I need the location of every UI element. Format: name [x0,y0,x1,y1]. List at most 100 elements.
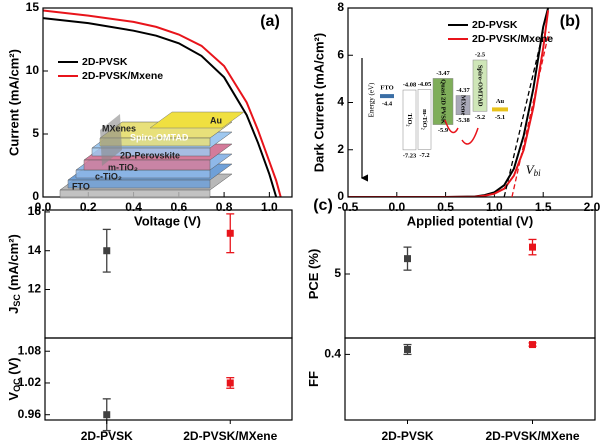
y-axis-label: Current (mA/cm²) [6,49,21,156]
x-tick-label: 2D-PVSK [81,429,133,443]
level-name: MXene [460,95,467,115]
plot-frame [347,7,593,198]
legend-label: 2D-PVSK [82,56,128,68]
device-layer-side [99,137,211,147]
panel-label: (b) [560,13,580,30]
marker [103,411,111,419]
y-label-rest: (V) [6,357,21,378]
series-line [348,10,550,197]
level-name: Spiro-OMTAD [477,65,484,107]
y-tick-label: 0.4 [324,347,341,361]
y-axis-label: Dark Current (mA/cm²) [311,33,326,172]
y-axis-label: FF [306,371,321,387]
inset-label: m-TiO₂ [108,162,138,172]
vbi-sub: bi [534,168,542,178]
marker [404,255,411,263]
level-top: -4.37 [456,87,470,94]
transfer-arrow [461,127,479,145]
energy-band [455,95,471,115]
x-tick-label: 0.0 [35,200,52,214]
legend-label: 2D-PVSK/Mxene [472,33,553,45]
level-name: FTO [380,85,393,92]
y-tick-label: 10 [26,63,40,77]
x-tick-label: 0.5 [437,200,454,214]
plot-frame [344,209,596,339]
inset-label: c-TiO₂ [95,171,122,181]
inset-label: 2D-Perovskite [120,150,180,160]
series-line [348,8,550,197]
tangent-line [511,31,550,198]
level-top: -5.1 [495,114,505,121]
inset-label: MXenes [102,123,136,133]
y-label-main: FF [306,371,321,387]
energy-level [492,107,508,112]
panel-label: (c) [313,197,333,214]
y-tick-label: 0 [337,189,344,203]
x-axis-label: Voltage (V) [134,213,201,228]
marker [404,345,411,353]
y-tick-label: 16 [28,204,42,218]
marker [226,379,234,387]
y-axis-label: PCE (%) [306,249,321,300]
marker [529,341,536,349]
y-tick-label: 5 [334,266,341,280]
vbi-main: V [526,162,536,177]
level-name: Au [496,98,505,105]
x-tick-label: -0.5 [338,200,359,214]
legend-label: 2D-PVSK [472,19,518,31]
tangent-line [503,31,544,198]
y-tick-label: 1.08 [18,343,42,357]
level-name: m-TiO₂ [421,109,428,130]
y-tick-label: 5 [32,126,39,140]
level-bottom: -7.2 [419,152,429,159]
y-tick-label: 4 [337,95,344,109]
series-line [43,17,278,197]
level-top: -4.08 [403,82,417,89]
level-top: -4.05 [418,81,432,88]
device-layer-side [59,189,211,199]
x-tick-label: 0.0 [388,200,405,214]
vbi-label: Vbi [526,162,541,178]
y-tick-label: 15 [26,0,40,14]
marker [529,243,536,251]
y-label-rest: (mA/cm²) [6,234,21,294]
level-top: -3.47 [436,70,450,77]
plot-frame [44,209,293,339]
inset-label: FTO [72,181,90,191]
y-label-main: J [6,307,21,314]
y-tick-label: 1.02 [18,375,42,389]
energy-level [380,94,394,99]
x-tick-label: 1.5 [535,200,552,214]
y-label-sub: SC [12,294,22,307]
x-tick-label: 2D-PVSK/MXene [485,429,579,443]
mxene-sheets [100,114,122,166]
energy-inset: Energy (eV) FTO -4.4 -4.08 -7.23 TiO₂ -4.05 -7.… [360,51,508,182]
y-label-sub: OC [12,378,22,392]
y-tick-label: 14 [28,243,42,257]
x-tick-label: 0.6 [170,200,187,214]
level-top: -4.4 [382,101,393,108]
x-tick-label: 1.0 [486,200,503,214]
y-axis-label: JSC (mA/cm²) [6,234,22,314]
energy-band [472,59,488,112]
marker [103,247,111,255]
level-bottom: -5.9 [438,127,449,134]
y-label-main: PCE (%) [306,249,321,300]
legend-label: 2D-PVSK/Mxene [82,70,163,82]
y-tick-label: 0 [32,189,39,203]
level-name: TiO₂ [406,113,413,126]
energy-band [432,78,454,125]
energy-band [417,89,432,150]
y-tick-label: 12 [28,282,42,296]
energy-band [402,89,417,151]
marker [226,229,234,237]
panel-label: (a) [260,13,280,30]
inset-label: Spiro-OMTAD [130,132,189,142]
x-tick-label: 0.8 [216,200,233,214]
x-tick-label: 2.0 [584,200,600,214]
au-block [149,111,245,129]
inset-label: Au [210,115,222,125]
x-tick-label: 2D-PVSK [381,429,433,443]
